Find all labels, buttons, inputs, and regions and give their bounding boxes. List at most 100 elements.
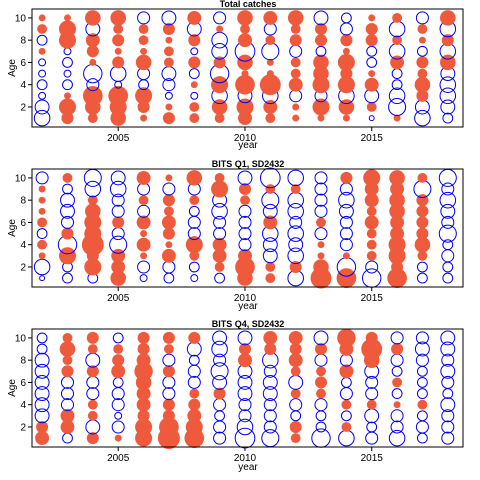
bubble-positive [140,47,148,55]
bubble-negative [261,429,280,448]
bubble-negative [391,388,403,400]
plot-frame [31,8,464,128]
bubble-positive [86,432,99,445]
bubble-positive [416,227,429,240]
bubble-negative [442,272,454,284]
bubble-positive [313,65,329,82]
bubble-positive [135,54,152,71]
bubble-negative [34,386,50,402]
bubble-positive [38,252,46,260]
bubble-negative [441,215,455,229]
bubble-positive [189,113,200,124]
bubble-positive [316,217,326,228]
bubble-negative [262,248,278,264]
bubble-positive [340,67,353,80]
bubble-positive [240,24,250,34]
bubble-negative [111,204,125,218]
bubble-positive [185,418,203,436]
bubble-negative [440,341,456,357]
bubble-negative [86,375,100,389]
bubble-negative [163,272,175,284]
bubble-negative [263,409,277,423]
bubble-negative [388,87,406,105]
bubble-positive [366,239,377,250]
bubble-positive [366,399,377,410]
bubble-negative [441,182,455,196]
bubble-positive [393,401,401,409]
bubble-positive [416,56,429,69]
bubble-positive [37,239,48,250]
bubble-negative [62,79,73,91]
bubble-negative [442,388,454,400]
bubble-negative [339,238,353,252]
bubble-negative [314,182,328,196]
bubble-positive [416,216,429,229]
y-tick-label: 10 [15,333,27,344]
bubble-positive [212,248,227,263]
bubble-positive [417,24,428,34]
bubble-negative [388,20,406,38]
axis-ticks: 2005 2010 2015 2 4 6 8 10 [15,173,383,304]
axis-ticks: 2005 2010 2015 2 4 6 8 10 [15,13,383,144]
bubble-positive [161,248,176,263]
x-tick-label: 2010 [234,133,257,144]
bubble-negative [188,261,200,273]
bubble-negative [34,352,50,368]
bubble-positive [392,377,403,388]
bubble-negative [415,420,429,434]
y-tick-label: 2 [20,262,26,273]
x-tick-label: 2005 [107,293,130,304]
bubble-positive [64,92,71,100]
bubble-negative [112,332,124,344]
y-tick-label: 6 [20,218,26,229]
bubble-negative [390,409,404,423]
bubble-positive [290,24,301,34]
bubble-negative [338,429,355,447]
bubble-negative [263,364,277,378]
bubble-positive [389,170,405,186]
bubble-positive [337,328,356,348]
bubble-positive [292,103,300,111]
y-tick-label: 6 [20,378,26,389]
bubble-positive [393,114,401,122]
axis-ticks: 2005 2010 2015 2 4 6 8 10 [15,333,383,464]
bubble-positive [417,172,428,183]
bubble-negative [38,91,47,100]
bubble-negative [439,191,457,209]
bubble-positive [288,353,303,368]
bubble-positive [265,113,276,124]
bubble-negative [63,69,72,78]
bubble-positive [136,397,151,412]
bubble-positive [288,77,303,92]
bubble-positive [137,331,150,344]
bubble-positive [289,260,302,274]
bubble-positive [392,35,403,46]
bubble-negative [440,99,456,115]
bubble-positive [87,113,98,124]
bubble-negative [314,171,328,185]
bubble-negative [440,397,456,413]
bubble-positive [140,114,148,122]
bubble-positive [188,331,201,344]
bubble-positive [213,387,226,400]
bubble-negative [162,353,176,367]
bubble-negative [238,409,252,423]
bubble-positive [87,399,98,410]
bubble-positive [163,57,174,68]
bubble-negative [368,115,375,122]
bubble-positive [361,338,383,360]
bubble-positive [364,193,379,208]
bubble-positive [110,270,126,286]
bubble-negative [214,410,226,422]
bubble-positive [163,344,174,354]
bubble-negative [415,331,429,345]
bubble-negative [236,418,254,436]
bubble-positive [365,22,378,36]
bubble-positive [216,25,224,33]
bubble-positive [38,185,46,193]
bubble-negative [237,386,253,402]
bubble-positive [290,366,301,377]
bubble-negative [441,375,455,389]
bubble-positive [237,54,253,71]
bubble-positive [161,215,176,230]
